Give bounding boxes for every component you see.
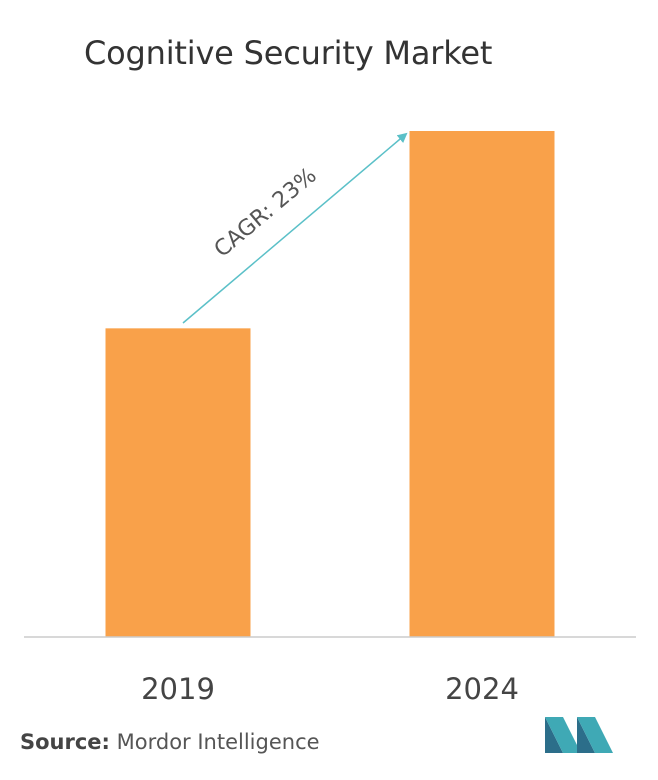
- bar-2024: [409, 131, 555, 637]
- cagr-arrow: [182, 132, 408, 324]
- bar-2019: [105, 328, 251, 637]
- x-tick-label-2024: 2024: [445, 672, 519, 706]
- chart-title: Cognitive Security Market: [84, 34, 493, 72]
- source-line: Source: Mordor Intelligence: [20, 730, 320, 754]
- source-label: Source:: [20, 730, 110, 754]
- source-text: Mordor Intelligence: [116, 730, 320, 754]
- mordor-logo-icon: [545, 717, 613, 753]
- x-tick-label-2019: 2019: [141, 672, 215, 706]
- cagr-annotation: CAGR: 23%: [210, 163, 322, 262]
